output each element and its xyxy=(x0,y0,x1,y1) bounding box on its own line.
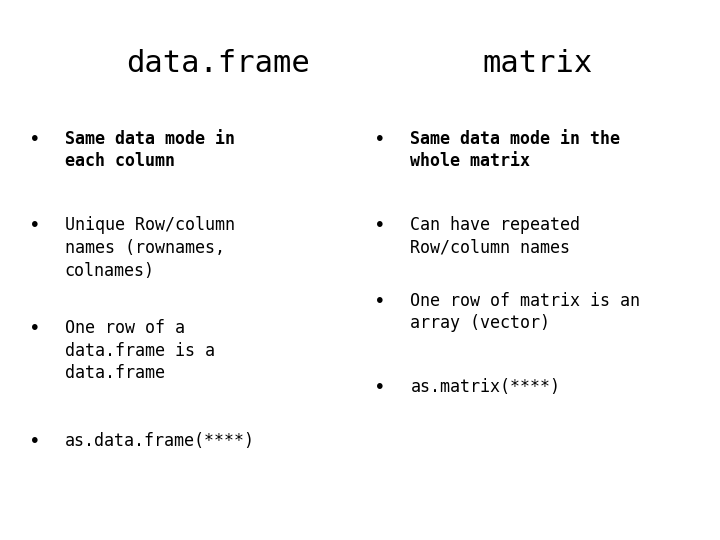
Text: data.frame: data.frame xyxy=(126,49,310,78)
Text: as.data.frame(****): as.data.frame(****) xyxy=(65,432,255,450)
Text: •: • xyxy=(29,432,40,451)
Text: •: • xyxy=(374,216,386,235)
Text: •: • xyxy=(374,378,386,397)
Text: Same data mode in the
whole matrix: Same data mode in the whole matrix xyxy=(410,130,621,171)
Text: •: • xyxy=(374,292,386,310)
Text: •: • xyxy=(374,130,386,148)
Text: •: • xyxy=(29,130,40,148)
Text: matrix: matrix xyxy=(482,49,593,78)
Text: Same data mode in
each column: Same data mode in each column xyxy=(65,130,235,171)
Text: One row of matrix is an
array (vector): One row of matrix is an array (vector) xyxy=(410,292,640,333)
Text: •: • xyxy=(29,319,40,338)
Text: Unique Row/column
names (rownames,
colnames): Unique Row/column names (rownames, colna… xyxy=(65,216,235,280)
Text: •: • xyxy=(29,216,40,235)
Text: One row of a
data.frame is a
data.frame: One row of a data.frame is a data.frame xyxy=(65,319,215,382)
Text: as.matrix(****): as.matrix(****) xyxy=(410,378,560,396)
Text: Can have repeated
Row/column names: Can have repeated Row/column names xyxy=(410,216,580,257)
